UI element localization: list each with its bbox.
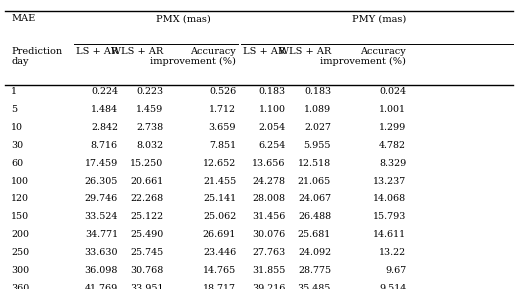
Text: 14.068: 14.068 (373, 194, 406, 203)
Text: 41.769: 41.769 (84, 284, 118, 289)
Text: 13.656: 13.656 (252, 159, 285, 168)
Text: 12.518: 12.518 (298, 159, 331, 168)
Text: 24.278: 24.278 (252, 177, 285, 186)
Text: 28.008: 28.008 (252, 194, 285, 203)
Text: 100: 100 (11, 177, 30, 186)
Text: 8.032: 8.032 (136, 141, 164, 150)
Text: 2.054: 2.054 (258, 123, 285, 132)
Text: 0.526: 0.526 (209, 87, 236, 96)
Text: 1.089: 1.089 (304, 105, 331, 114)
Text: 28.775: 28.775 (298, 266, 331, 275)
Text: 29.746: 29.746 (84, 194, 118, 203)
Text: PMY (mas): PMY (mas) (352, 14, 406, 23)
Text: 33.951: 33.951 (130, 284, 164, 289)
Text: 1.712: 1.712 (209, 105, 236, 114)
Text: 200: 200 (11, 230, 30, 239)
Text: 1.484: 1.484 (91, 105, 118, 114)
Text: 30: 30 (11, 141, 23, 150)
Text: 18.717: 18.717 (203, 284, 236, 289)
Text: 2.842: 2.842 (91, 123, 118, 132)
Text: LS + AR: LS + AR (76, 47, 118, 56)
Text: 13.237: 13.237 (373, 177, 406, 186)
Text: MAE: MAE (11, 14, 36, 23)
Text: 31.456: 31.456 (252, 212, 285, 221)
Text: 35.485: 35.485 (298, 284, 331, 289)
Text: 1.001: 1.001 (379, 105, 406, 114)
Text: 9.67: 9.67 (385, 266, 406, 275)
Text: 24.067: 24.067 (298, 194, 331, 203)
Text: 25.062: 25.062 (203, 212, 236, 221)
Text: 27.763: 27.763 (252, 248, 285, 257)
Text: 9.514: 9.514 (379, 284, 406, 289)
Text: Accuracy
improvement (%): Accuracy improvement (%) (320, 47, 406, 66)
Text: 23.446: 23.446 (203, 248, 236, 257)
Text: 60: 60 (11, 159, 23, 168)
Text: 5: 5 (11, 105, 18, 114)
Text: 0.224: 0.224 (91, 87, 118, 96)
Text: 25.122: 25.122 (131, 212, 164, 221)
Text: 5.955: 5.955 (304, 141, 331, 150)
Text: 120: 120 (11, 194, 30, 203)
Text: 30.768: 30.768 (131, 266, 164, 275)
Text: 26.305: 26.305 (84, 177, 118, 186)
Text: 4.782: 4.782 (379, 141, 406, 150)
Text: 8.329: 8.329 (379, 159, 406, 168)
Text: 24.092: 24.092 (298, 248, 331, 257)
Text: 25.490: 25.490 (131, 230, 164, 239)
Text: 1.299: 1.299 (379, 123, 406, 132)
Text: PMX (mas): PMX (mas) (156, 14, 210, 23)
Text: 36.098: 36.098 (84, 266, 118, 275)
Text: 360: 360 (11, 284, 30, 289)
Text: 15.793: 15.793 (373, 212, 406, 221)
Text: 0.223: 0.223 (136, 87, 164, 96)
Text: 20.661: 20.661 (131, 177, 164, 186)
Text: 33.524: 33.524 (84, 212, 118, 221)
Text: 13.22: 13.22 (379, 248, 406, 257)
Text: 7.851: 7.851 (209, 141, 236, 150)
Text: 1.100: 1.100 (258, 105, 285, 114)
Text: Prediction
day: Prediction day (11, 47, 62, 66)
Text: 21.065: 21.065 (298, 177, 331, 186)
Text: 1: 1 (11, 87, 17, 96)
Text: 300: 300 (11, 266, 30, 275)
Text: LS + AR: LS + AR (243, 47, 285, 56)
Text: 3.659: 3.659 (209, 123, 236, 132)
Text: 21.455: 21.455 (203, 177, 236, 186)
Text: 15.250: 15.250 (131, 159, 164, 168)
Text: 10: 10 (11, 123, 23, 132)
Text: 30.076: 30.076 (252, 230, 285, 239)
Text: 0.024: 0.024 (379, 87, 406, 96)
Text: Accuracy
improvement (%): Accuracy improvement (%) (150, 47, 236, 66)
Text: 250: 250 (11, 248, 30, 257)
Text: 39.216: 39.216 (252, 284, 285, 289)
Text: 25.681: 25.681 (298, 230, 331, 239)
Text: 31.855: 31.855 (252, 266, 285, 275)
Text: 26.691: 26.691 (203, 230, 236, 239)
Text: 25.745: 25.745 (131, 248, 164, 257)
Text: WLS + AR: WLS + AR (279, 47, 331, 56)
Text: 17.459: 17.459 (84, 159, 118, 168)
Text: 150: 150 (11, 212, 30, 221)
Text: 8.716: 8.716 (91, 141, 118, 150)
Text: 14.611: 14.611 (373, 230, 406, 239)
Text: 1.459: 1.459 (136, 105, 164, 114)
Text: 33.630: 33.630 (84, 248, 118, 257)
Text: 2.027: 2.027 (304, 123, 331, 132)
Text: 14.765: 14.765 (203, 266, 236, 275)
Text: 2.738: 2.738 (136, 123, 164, 132)
Text: 6.254: 6.254 (258, 141, 285, 150)
Text: 12.652: 12.652 (203, 159, 236, 168)
Text: 26.488: 26.488 (298, 212, 331, 221)
Text: WLS + AR: WLS + AR (111, 47, 164, 56)
Text: 22.268: 22.268 (131, 194, 164, 203)
Text: 0.183: 0.183 (304, 87, 331, 96)
Text: 25.141: 25.141 (203, 194, 236, 203)
Text: 0.183: 0.183 (258, 87, 285, 96)
Text: 34.771: 34.771 (85, 230, 118, 239)
